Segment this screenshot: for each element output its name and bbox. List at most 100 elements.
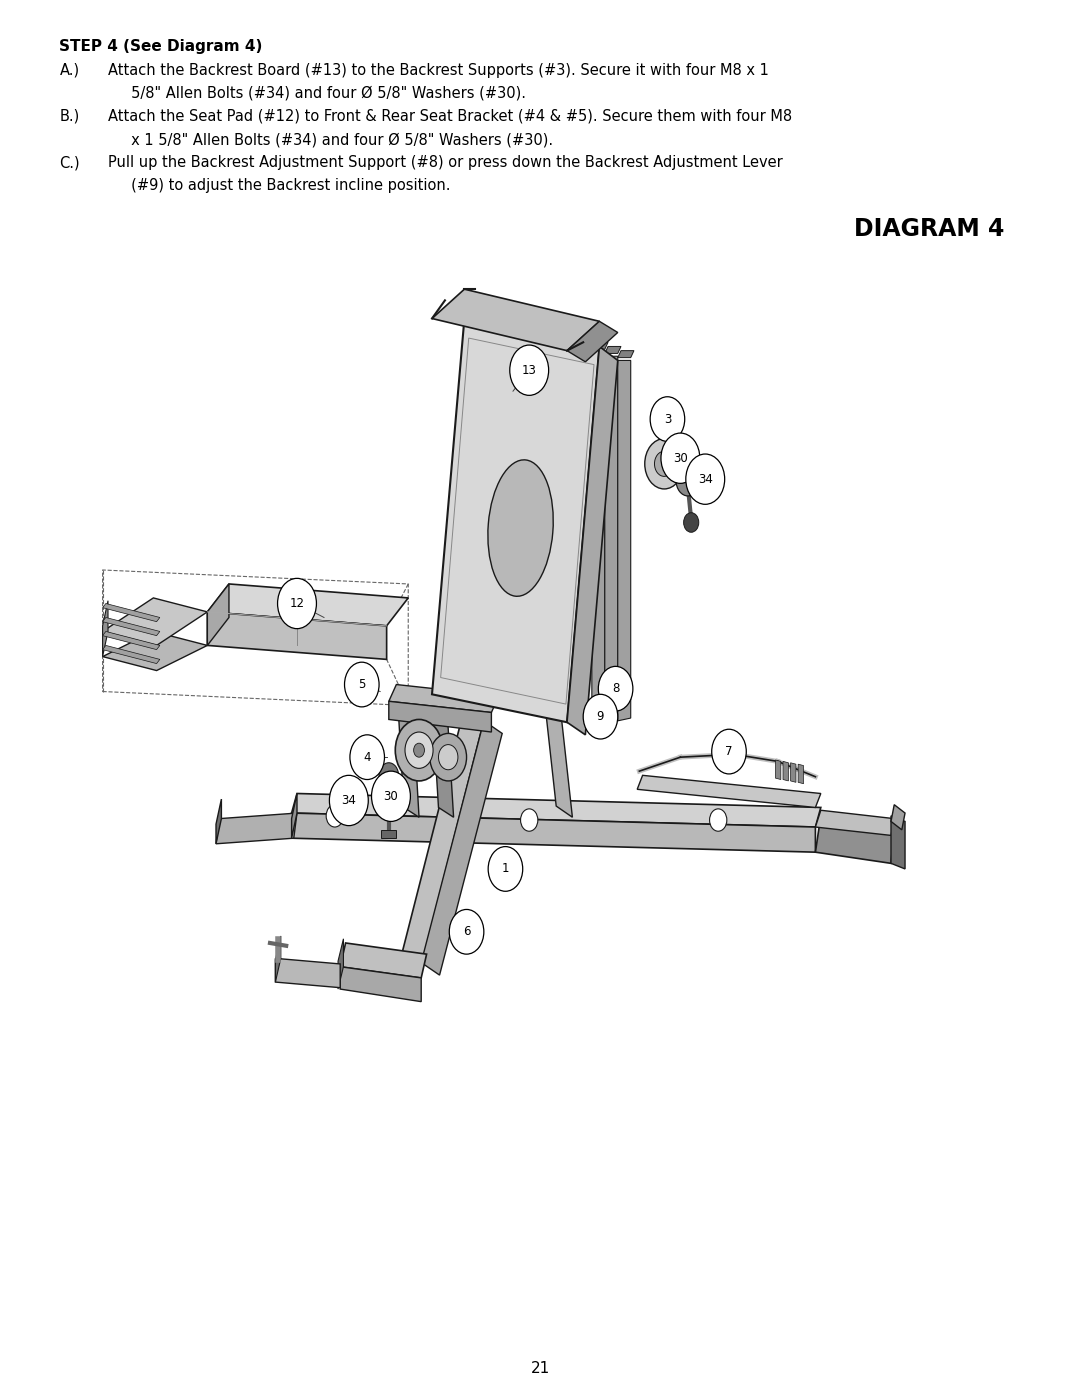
Circle shape (414, 743, 424, 757)
Polygon shape (815, 810, 894, 835)
Circle shape (372, 771, 410, 821)
Polygon shape (432, 319, 599, 722)
Circle shape (350, 735, 384, 780)
Circle shape (430, 733, 467, 781)
Circle shape (405, 732, 433, 768)
Circle shape (510, 345, 549, 395)
Text: C.): C.) (59, 155, 80, 170)
Text: x 1 5/8" Allen Bolts (#34) and four Ø 5/8" Washers (#30).: x 1 5/8" Allen Bolts (#34) and four Ø 5/… (108, 133, 553, 147)
Text: 8: 8 (612, 682, 619, 696)
Polygon shape (207, 612, 387, 659)
Circle shape (676, 465, 700, 496)
Text: 21: 21 (530, 1361, 550, 1376)
Polygon shape (275, 936, 281, 982)
Polygon shape (103, 598, 207, 645)
Text: 3: 3 (664, 412, 671, 426)
Polygon shape (381, 830, 396, 838)
Circle shape (326, 805, 343, 827)
Polygon shape (292, 793, 297, 838)
Polygon shape (397, 696, 419, 817)
Polygon shape (207, 584, 229, 645)
Polygon shape (567, 346, 618, 735)
Polygon shape (798, 764, 804, 784)
Polygon shape (891, 805, 905, 830)
Polygon shape (216, 799, 221, 844)
Circle shape (278, 578, 316, 629)
Circle shape (379, 763, 399, 788)
Text: 12: 12 (289, 597, 305, 610)
Circle shape (395, 719, 443, 781)
Polygon shape (432, 289, 599, 351)
Polygon shape (592, 352, 605, 715)
Polygon shape (618, 360, 631, 721)
Circle shape (449, 909, 484, 954)
Polygon shape (103, 631, 160, 650)
Text: 34: 34 (341, 793, 356, 807)
Polygon shape (618, 351, 634, 358)
Circle shape (710, 809, 727, 831)
Circle shape (345, 662, 379, 707)
Polygon shape (389, 685, 499, 712)
Polygon shape (592, 342, 608, 349)
Text: B.): B.) (59, 109, 80, 124)
Polygon shape (292, 793, 821, 827)
Text: 34: 34 (698, 472, 713, 486)
Text: 7: 7 (726, 745, 732, 759)
Polygon shape (791, 763, 796, 782)
Polygon shape (216, 813, 297, 844)
Polygon shape (103, 601, 108, 657)
Circle shape (521, 809, 538, 831)
Text: 30: 30 (383, 789, 399, 803)
Text: Pull up the Backrest Adjustment Support (#8) or press down the Backrest Adjustme: Pull up the Backrest Adjustment Support … (108, 155, 783, 170)
Text: 5: 5 (359, 678, 365, 692)
Polygon shape (605, 346, 621, 353)
Circle shape (583, 694, 618, 739)
Text: DIAGRAM 4: DIAGRAM 4 (854, 217, 1004, 240)
Polygon shape (389, 701, 491, 732)
Text: 4: 4 (364, 750, 370, 764)
Polygon shape (891, 816, 905, 869)
Polygon shape (775, 760, 781, 780)
Polygon shape (605, 356, 618, 718)
Circle shape (488, 847, 523, 891)
Polygon shape (421, 721, 502, 975)
Circle shape (650, 397, 685, 441)
Circle shape (684, 513, 699, 532)
Circle shape (654, 451, 674, 476)
Polygon shape (103, 645, 160, 664)
Text: Attach the Seat Pad (#12) to Front & Rear Seat Bracket (#4 & #5). Secure them wi: Attach the Seat Pad (#12) to Front & Rea… (108, 109, 792, 124)
Text: 9: 9 (597, 710, 604, 724)
Polygon shape (103, 617, 160, 636)
Polygon shape (103, 631, 207, 671)
Text: 6: 6 (463, 925, 470, 939)
Text: 30: 30 (673, 451, 688, 465)
Text: 1: 1 (502, 862, 509, 876)
Circle shape (712, 729, 746, 774)
Text: 5/8" Allen Bolts (#34) and four Ø 5/8" Washers (#30).: 5/8" Allen Bolts (#34) and four Ø 5/8" W… (108, 87, 526, 101)
Circle shape (438, 745, 458, 770)
Text: (#9) to adjust the Backrest incline position.: (#9) to adjust the Backrest incline posi… (108, 179, 450, 193)
Text: A.): A.) (59, 63, 80, 78)
Polygon shape (340, 943, 427, 978)
Polygon shape (637, 775, 821, 807)
Text: Attach the Backrest Board (#13) to the Backrest Supports (#3). Secure it with fo: Attach the Backrest Board (#13) to the B… (108, 63, 769, 78)
Polygon shape (275, 958, 340, 988)
Polygon shape (340, 967, 421, 1002)
Polygon shape (292, 813, 815, 852)
Circle shape (645, 439, 684, 489)
Polygon shape (545, 708, 572, 817)
Polygon shape (783, 761, 788, 781)
Polygon shape (432, 701, 454, 817)
Circle shape (661, 433, 700, 483)
Polygon shape (402, 708, 484, 967)
Polygon shape (103, 604, 160, 622)
Polygon shape (338, 939, 343, 989)
Circle shape (686, 454, 725, 504)
Polygon shape (207, 584, 408, 626)
Text: STEP 4 (See Diagram 4): STEP 4 (See Diagram 4) (59, 39, 262, 54)
Circle shape (598, 666, 633, 711)
Polygon shape (567, 321, 618, 362)
Polygon shape (815, 816, 894, 863)
Ellipse shape (488, 460, 553, 597)
Text: 13: 13 (522, 363, 537, 377)
